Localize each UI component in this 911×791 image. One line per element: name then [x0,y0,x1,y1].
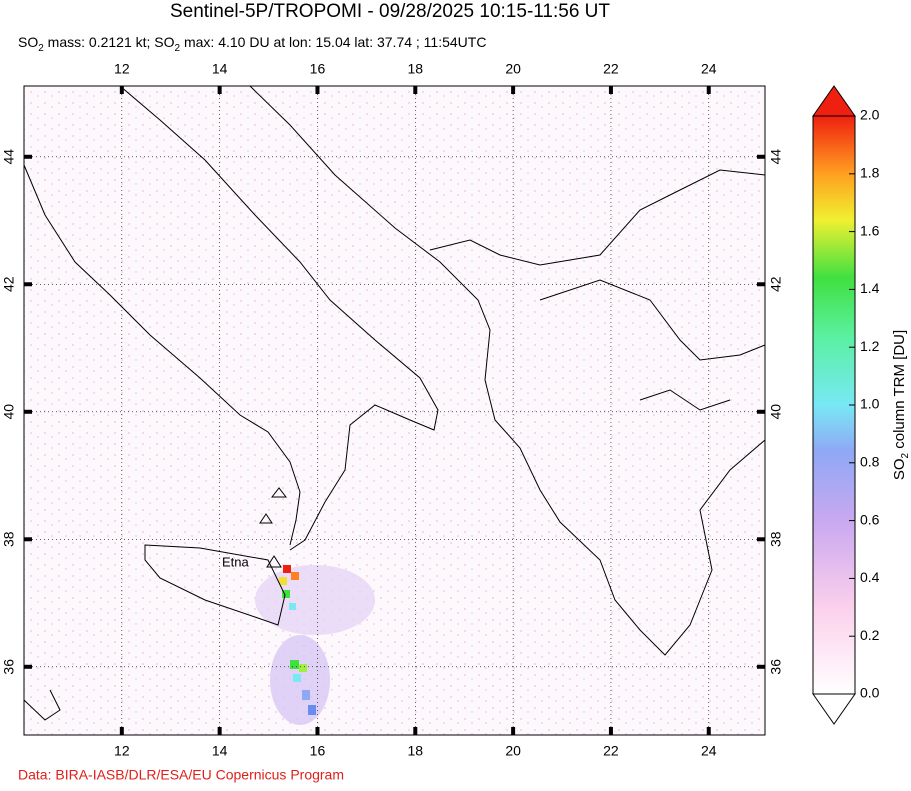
x-tick-label: 12 [114,61,130,77]
text-segment: mass: 0.2121 kt; SO [44,34,175,50]
so2-plume [255,565,375,725]
y-tick-label: 42 [1,276,17,292]
x-tick-label: 20 [505,743,521,759]
y-tick-label: 44 [1,149,17,165]
subscript: 2 [175,43,181,54]
credit: Data: BIRA-IASB/DLR/ESA/EU Copernicus Pr… [18,767,344,783]
map-area: Etna [23,85,766,736]
title: Sentinel-5P/TROPOMI - 09/28/2025 10:15-1… [170,1,610,22]
text-segment: max: 4.10 DU at lon: 15.04 lat: 37.74 ; … [180,34,486,50]
x-tick-label: 24 [701,61,717,77]
y-tick-label: 44 [768,149,784,165]
x-tick-label: 12 [114,743,130,759]
map-background [24,86,765,735]
x-tick-label: 22 [603,61,619,77]
colorbar-tick-label: 2.0 [860,107,880,123]
subtitle: SO2 mass: 0.2121 kt; SO2 max: 4.10 DU at… [18,34,486,54]
colorbar-tick-label: 1.4 [860,280,880,296]
x-tick-label: 18 [407,61,423,77]
y-tick-label: 42 [768,276,784,292]
x-tick-label: 14 [212,61,228,77]
x-tick-label: 16 [310,743,326,759]
colorbar-extend-high [812,85,856,117]
x-tick-label: 20 [505,61,521,77]
colorbar: SO2 column TRM [DU] [812,85,911,725]
colorbar-tick-label: 1.6 [860,222,880,238]
subscript: 2 [900,452,911,458]
colorbar-tick-label: 1.2 [860,338,880,354]
colorbar-extend-low [812,693,856,725]
volcano-label: Etna [222,554,250,569]
y-tick-label: 38 [768,531,784,547]
coastlines [23,85,766,721]
x-tick-label: 22 [603,743,619,759]
x-tick-label: 24 [701,743,717,759]
y-tick-label: 40 [1,404,17,420]
y-tick-label: 40 [768,404,784,420]
subscript: 2 [38,43,44,54]
x-tick-label: 14 [212,743,228,759]
etna-marker: Etna [222,487,288,569]
y-tick-label: 36 [1,659,17,675]
colorbar-tick-label: 0.4 [860,569,880,585]
x-tick-label: 16 [310,61,326,77]
y-tick-label: 36 [768,659,784,675]
text-segment: SO [891,458,908,480]
colorbar-tick-label: 0.2 [860,627,880,643]
colorbar-tick-label: 0.8 [860,454,880,470]
colorbar-scale [812,115,856,695]
colorbar-label: SO2 column TRM [DU] [891,330,911,480]
text-segment: SO [18,34,38,50]
x-tick-label: 18 [407,743,423,759]
colorbar-tick-label: 1.0 [860,396,880,412]
text-segment: column TRM [DU] [891,330,908,453]
colorbar-tick-label: 1.8 [860,165,880,181]
y-tick-label: 38 [1,531,17,547]
colorbar-tick-label: 0.0 [860,685,880,701]
colorbar-tick-label: 0.6 [860,511,880,527]
